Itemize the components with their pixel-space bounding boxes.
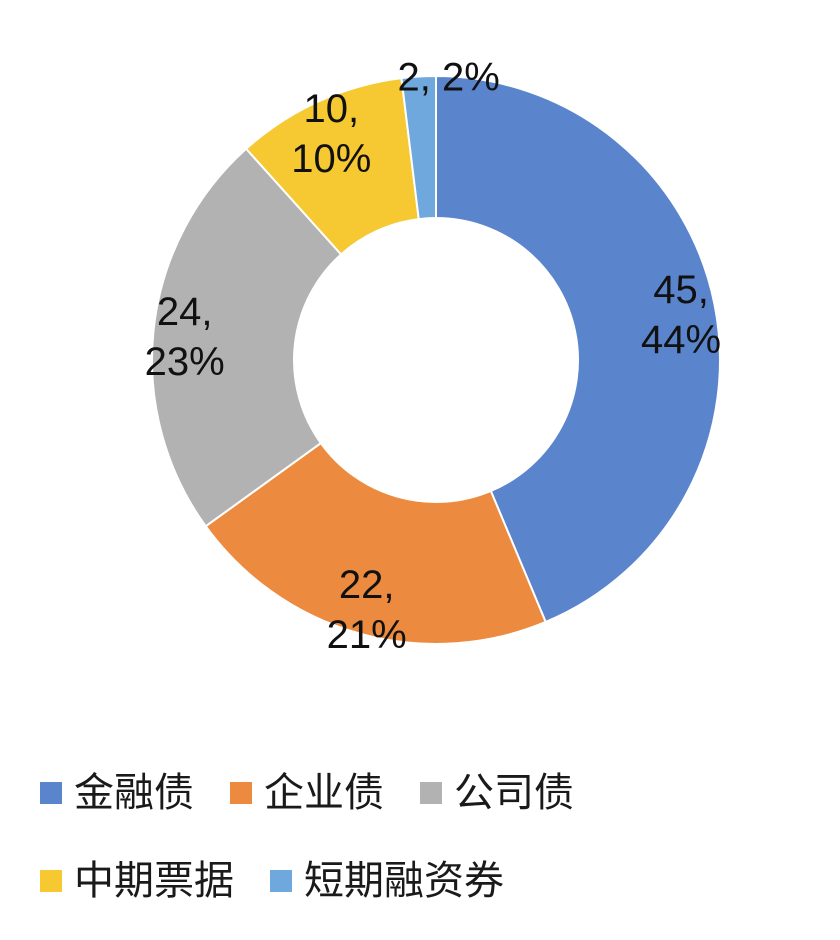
legend-swatch bbox=[40, 870, 62, 892]
legend-item-qiyezhai[interactable]: 企业债 bbox=[230, 766, 384, 820]
data-label: 22, 21% bbox=[327, 563, 407, 657]
legend-swatch bbox=[420, 782, 442, 804]
data-label: 45, 44% bbox=[641, 268, 721, 362]
legend-label: 企业债 bbox=[264, 770, 384, 816]
legend-item-duanqirongziquan[interactable]: 短期融资券 bbox=[270, 854, 504, 908]
legend-swatch bbox=[270, 870, 292, 892]
legend-label: 公司债 bbox=[454, 770, 574, 816]
legend-item-gongsizhai[interactable]: 公司债 bbox=[420, 766, 574, 820]
legend-label: 中期票据 bbox=[74, 858, 234, 904]
legend-label: 短期融资券 bbox=[304, 858, 504, 904]
slice-qiyezhai bbox=[204, 441, 547, 645]
legend-item-jinrongzhai[interactable]: 金融债 bbox=[40, 766, 194, 820]
chart-legend: 金融债 企业债 公司债 中期票据 短期融资券 bbox=[40, 766, 830, 908]
legend-swatch bbox=[40, 782, 62, 804]
data-label: 2, 2% bbox=[398, 56, 500, 100]
legend-label: 金融债 bbox=[74, 770, 194, 816]
slice-gongsizhai bbox=[151, 147, 343, 528]
data-label: 24, 23% bbox=[145, 290, 225, 384]
slice-duanqirongziquan bbox=[400, 74, 437, 221]
data-label: 10, 10% bbox=[291, 87, 371, 181]
donut-slices bbox=[151, 74, 722, 645]
legend-swatch bbox=[230, 782, 252, 804]
slice-jinrongzhai bbox=[435, 74, 722, 624]
slice-labels: 45, 44% 22, 21% 24, 23% 10, 10% 2, 2% bbox=[145, 56, 721, 658]
legend-item-zhongqipiaoju[interactable]: 中期票据 bbox=[40, 854, 234, 908]
